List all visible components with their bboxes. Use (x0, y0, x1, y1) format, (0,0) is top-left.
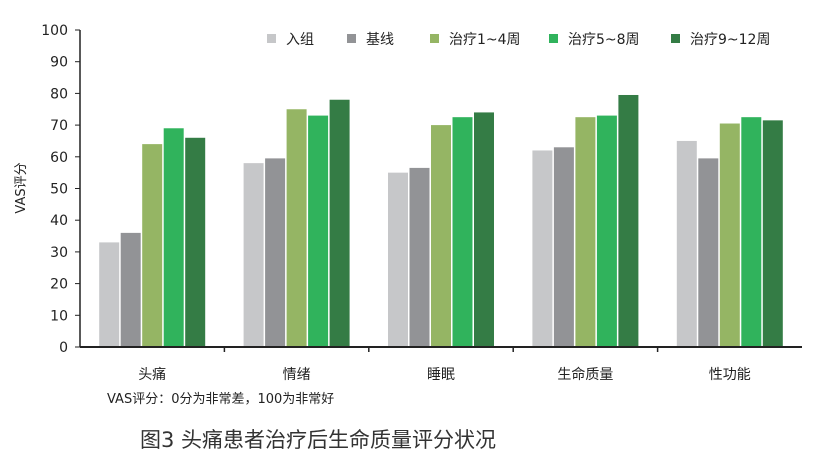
x-category-label: 头痛 (138, 366, 166, 383)
x-category-label: 睡眠 (427, 367, 455, 383)
bar (286, 109, 307, 347)
y-tick-label: 80 (50, 86, 68, 102)
legend-swatch (347, 34, 356, 43)
y-tick-label: 10 (50, 308, 68, 324)
bar (142, 144, 163, 347)
bar (329, 99, 350, 348)
bar (163, 128, 184, 347)
bar (431, 125, 451, 347)
bar (676, 140, 697, 347)
legend-swatch (267, 34, 276, 43)
chart-note: VAS评分：0分为非常差，100为非常好 (107, 392, 334, 407)
figure-caption: 图3 头痛患者治疗后生命质量评分状况 (140, 428, 496, 452)
bar (265, 158, 286, 347)
bar (409, 167, 430, 347)
legend-swatch (430, 34, 439, 43)
legend-label: 基线 (366, 31, 394, 48)
y-tick-label: 30 (50, 245, 68, 261)
bar (762, 120, 783, 347)
bar (575, 117, 596, 347)
bar (698, 158, 719, 347)
bar (243, 163, 264, 347)
bar (719, 123, 740, 347)
bars (99, 94, 783, 348)
legend-label: 治疗5~8周 (568, 32, 640, 48)
bar (474, 112, 494, 347)
bar (741, 117, 762, 347)
y-tick-label: 60 (50, 150, 68, 166)
x-axis-categories: 头痛 情绪 睡眠 生命质量 性功能 (138, 347, 751, 383)
bar (120, 232, 141, 347)
x-category-label: 性功能 (709, 367, 751, 383)
y-tick-label: 0 (59, 340, 68, 356)
legend-label: 治疗1~4周 (449, 32, 521, 48)
y-axis-ticks: 0 10 20 30 40 50 60 70 80 90 100 (41, 23, 80, 356)
bar (532, 150, 553, 347)
y-tick-label: 40 (50, 213, 68, 229)
bar (185, 137, 206, 347)
y-tick-label: 90 (50, 55, 68, 71)
legend: 入组 基线 治疗1~4周 治疗5~8周 治疗9~12周 (267, 31, 770, 48)
legend-label: 入组 (286, 32, 314, 48)
x-category-label: 情绪 (283, 367, 311, 383)
bar (99, 242, 120, 347)
bar (452, 117, 473, 347)
bar (596, 115, 617, 347)
y-axis-label: VAS评分 (14, 162, 29, 213)
y-tick-label: 20 (50, 277, 68, 293)
legend-swatch (671, 34, 680, 43)
bar (308, 115, 329, 347)
bar (553, 147, 574, 347)
legend-swatch (549, 34, 558, 43)
bar (618, 94, 639, 347)
x-category-label: 生命质量 (557, 366, 613, 383)
y-tick-label: 70 (50, 118, 68, 134)
bar (388, 172, 408, 347)
y-tick-label: 100 (41, 23, 68, 39)
legend-label: 治疗9~12周 (690, 32, 770, 48)
y-tick-label: 50 (50, 182, 68, 198)
